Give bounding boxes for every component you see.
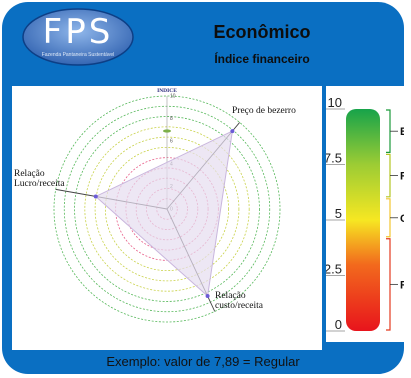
radar-data-point	[93, 194, 98, 199]
gauge-ticks: 0 2.5 5 7.5 10	[326, 95, 345, 332]
radar-axis-label: Relação Lucro/receita	[14, 169, 65, 189]
gauge-band-bracket	[386, 109, 391, 153]
gauge-band-label: R	[400, 279, 404, 291]
logo-caption: Fazenda Pantaneira Sustentável	[41, 52, 115, 58]
radar-chart: 0246810 INDICE Preço de bezerroRelaçãoLu…	[14, 88, 296, 323]
gauge-band-bracket	[386, 153, 391, 198]
gauge-band-brackets: B R C R	[386, 109, 404, 331]
radar-data-point	[230, 129, 235, 134]
radar-axis-label: Relação custo/receita	[215, 291, 264, 311]
logo-badge	[22, 8, 134, 66]
gauge-tick-label: 0	[335, 317, 342, 332]
radar-axis-labels: Preço de bezerro Relação Lucro/receita Rela…	[14, 106, 296, 311]
gauge-band-bracket	[386, 198, 391, 238]
gauge-tick-label: 10	[328, 95, 342, 110]
gauge-tick-label: 2.5	[326, 262, 342, 277]
radar-data-point	[205, 294, 210, 299]
footer-example: Exemplo: valor de 7,89 = Regular	[106, 354, 300, 369]
radar-series-area	[94, 130, 234, 298]
gauge-tick-label: 7.5	[326, 151, 342, 166]
radar-chart-title: INDICE	[157, 88, 177, 94]
radar-grid-ring	[53, 95, 281, 323]
radar-axis-label: Preço de bezerro	[232, 106, 296, 116]
logo-letters: FPS	[42, 12, 114, 52]
radar-grid-ring	[94, 136, 240, 282]
gauge-band-label: R	[400, 171, 404, 183]
gauge-band-label: C	[400, 213, 404, 225]
gauge-tick-label: 5	[335, 206, 342, 221]
indicator-card: FPS Fazenda Pantaneira Sustentável Econô…	[2, 2, 404, 374]
page-subtitle: Índice financeiro	[214, 52, 310, 66]
fps-logo: FPS Fazenda Pantaneira Sustentável	[22, 8, 134, 66]
gauge-band-label: B	[400, 126, 404, 138]
gauge-band-bracket	[386, 238, 391, 331]
gauge-scale: 0 2.5 5 7.5 10 B R C R	[326, 95, 404, 332]
page-title: Econômico	[213, 22, 311, 42]
radar-grid-ring	[74, 116, 260, 302]
legend-marker	[163, 129, 171, 133]
radar-scale-tick: 6	[170, 139, 173, 145]
gauge-color-bar	[346, 109, 380, 331]
radar-scale-tick: 10	[170, 94, 176, 100]
radar-scale-tick: 8	[170, 116, 173, 122]
radar-series-points	[93, 129, 235, 299]
gauge-panel: 0 2.5 5 7.5 10 B R C R	[326, 86, 404, 342]
radar-chart-panel: 0246810 INDICE Preço de bezerroRelaçãoLu…	[12, 86, 322, 350]
